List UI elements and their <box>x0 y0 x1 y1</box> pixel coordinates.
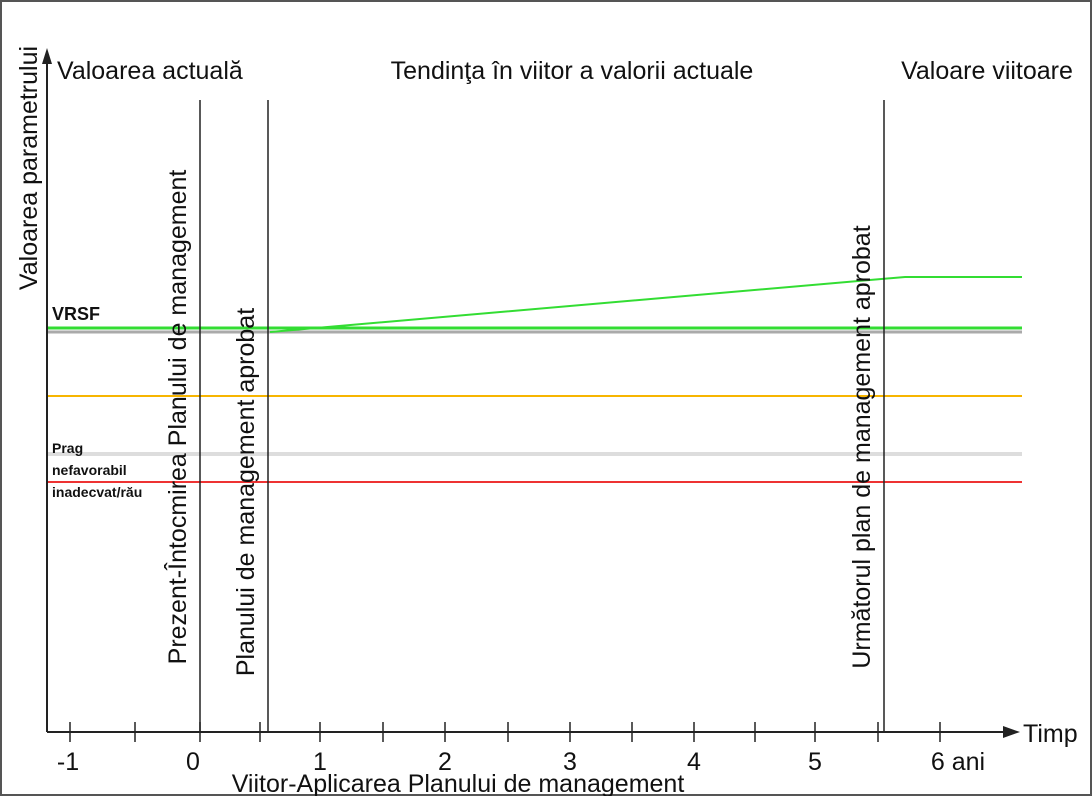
threshold-label-line1: Prag <box>52 440 83 456</box>
y-axis-arrow-icon <box>42 48 52 64</box>
green-trend-line <box>269 276 1022 333</box>
vrsf-label: VRSF <box>52 304 100 324</box>
approved-label: Planului de management aprobat <box>232 308 260 676</box>
x-axis-arrow-icon <box>1003 726 1020 738</box>
tick-label-0: 0 <box>186 748 200 776</box>
header-current-value: Valoarea actuală <box>57 57 243 85</box>
threshold-label-line3: inadecvat/rău <box>52 484 142 500</box>
header-trend: Tendinţa în viitor a valorii actuale <box>391 57 754 85</box>
tick-label-2: 2 <box>438 748 452 776</box>
x-axis-label: Timp <box>1023 720 1078 748</box>
threshold-label-line2: nefavorabil <box>52 462 127 478</box>
present-label: Prezent-Întocmirea Planului de managemen… <box>163 170 192 665</box>
tick-label-1: 1 <box>313 748 327 776</box>
header-future-value: Valoare viitoare <box>901 57 1073 85</box>
y-axis-label: Valoarea parametrului <box>15 46 43 290</box>
tick-label-4: 4 <box>687 748 701 776</box>
bottom-caption: Viitor-Aplicarea Planului de management <box>232 770 685 796</box>
tick-label-6-ani: 6 ani <box>931 748 985 776</box>
tick-label-3: 3 <box>563 748 577 776</box>
x-axis-ticks <box>69 722 941 742</box>
tick-label-5: 5 <box>808 748 822 776</box>
next-plan-label: Următorul plan de management aprobat <box>848 225 876 668</box>
tick-label-minus1: -1 <box>57 748 79 776</box>
